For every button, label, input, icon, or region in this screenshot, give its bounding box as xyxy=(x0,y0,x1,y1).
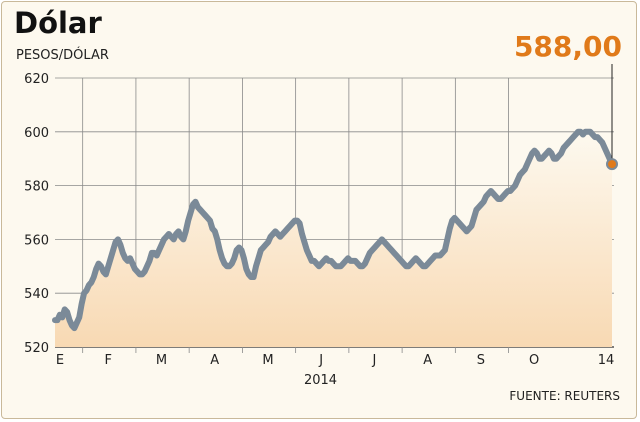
chart-title: Dólar xyxy=(14,6,102,40)
x-tick-label: S xyxy=(477,353,485,368)
y-tick-label: 600 xyxy=(24,126,49,141)
year-label: 2014 xyxy=(304,373,337,388)
y-tick-label: 520 xyxy=(24,341,49,356)
x-tick-label: M xyxy=(156,353,167,368)
y-tick-label: 560 xyxy=(24,233,49,248)
area-fill xyxy=(55,131,612,347)
x-tick-label: J xyxy=(318,353,323,368)
source-label: FUENTE: REUTERS xyxy=(509,389,620,403)
last-point-marker xyxy=(606,158,618,171)
x-tick-label: M xyxy=(262,353,273,368)
y-tick-label: 620 xyxy=(24,72,49,87)
x-tick-label: A xyxy=(210,353,219,368)
y-tick-label: 580 xyxy=(24,180,49,195)
y-axis-unit-label: PESOS/DÓLAR xyxy=(16,48,109,63)
x-tick-label: J xyxy=(372,353,377,368)
series-line xyxy=(52,128,615,332)
x-tick-label: O xyxy=(529,353,539,368)
x-tick-label: A xyxy=(423,353,432,368)
x-tick-label: 14 xyxy=(598,353,615,368)
last-value-label: 588,00 xyxy=(513,30,622,63)
x-tick-label: F xyxy=(104,353,111,368)
y-tick-label: 540 xyxy=(24,287,49,302)
x-tick-label: E xyxy=(56,353,64,368)
